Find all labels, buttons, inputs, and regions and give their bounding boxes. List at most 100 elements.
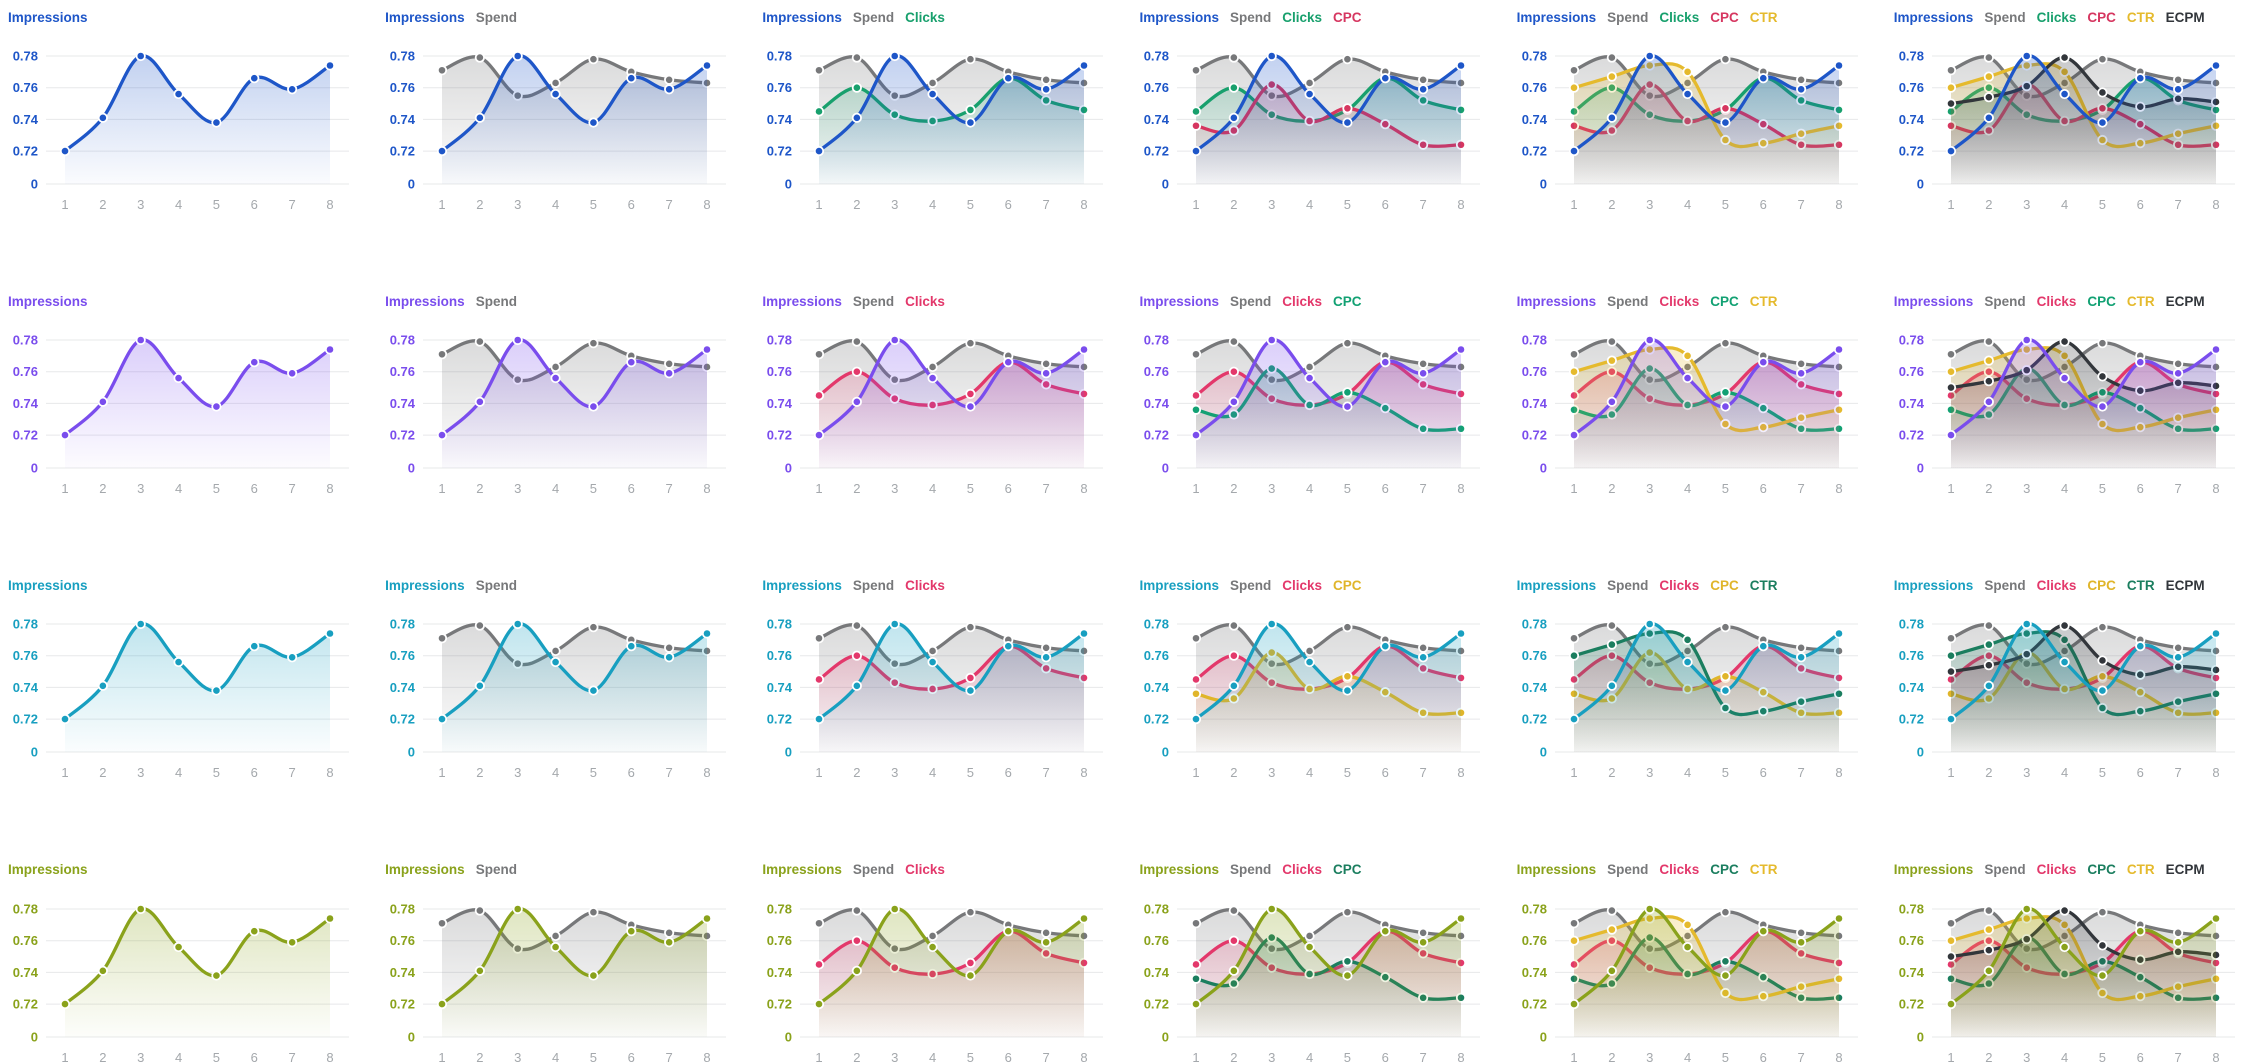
- legend-item-impressions[interactable]: Impressions: [8, 293, 88, 309]
- legend-item-impressions[interactable]: Impressions: [8, 577, 88, 593]
- legend-item-impressions[interactable]: Impressions: [1139, 293, 1219, 309]
- legend-item-clicks[interactable]: Clicks: [905, 862, 945, 878]
- legend-item-clicks[interactable]: Clicks: [1282, 293, 1323, 309]
- legend-item-spend[interactable]: Spend: [1984, 577, 2026, 593]
- legend-item-ctr[interactable]: CTR: [1749, 577, 1778, 593]
- legend-item-clicks[interactable]: Clicks: [2036, 9, 2077, 25]
- legend-item-spend[interactable]: Spend: [475, 293, 517, 309]
- legend-item-impressions[interactable]: Impressions: [1139, 577, 1219, 593]
- line-chart-plot: 0.78 0.76 0.74 0.72 0 1 2 3 4 5 6 7 8: [1521, 901, 1858, 1063]
- legend-item-impressions[interactable]: Impressions: [1893, 9, 1974, 25]
- legend-item-ctr[interactable]: CTR: [1749, 9, 1778, 25]
- legend-item-impressions[interactable]: Impressions: [1516, 862, 1597, 878]
- legend-item-spend[interactable]: Spend: [1607, 9, 1649, 25]
- legend-item-spend[interactable]: Spend: [1607, 862, 1649, 878]
- x-tick-label: 3: [137, 481, 144, 496]
- legend-item-clicks[interactable]: Clicks: [905, 9, 945, 25]
- legend-item-ctr[interactable]: CTR: [2126, 293, 2155, 309]
- legend-item-spend[interactable]: Spend: [1607, 577, 1649, 593]
- legend-item-impressions[interactable]: Impressions: [1139, 9, 1219, 25]
- legend-item-ctr[interactable]: CTR: [2126, 862, 2155, 878]
- legend-item-clicks[interactable]: Clicks: [1282, 862, 1323, 878]
- legend-item-ecpm[interactable]: ECPM: [2165, 9, 2205, 25]
- legend-item-cpc[interactable]: CPC: [2087, 577, 2116, 593]
- legend-item-impressions[interactable]: Impressions: [762, 293, 842, 309]
- legend-item-impressions[interactable]: Impressions: [385, 293, 465, 309]
- legend-item-spend[interactable]: Spend: [1984, 293, 2026, 309]
- legend-item-clicks[interactable]: Clicks: [905, 293, 945, 309]
- legend-item-spend[interactable]: Spend: [475, 9, 517, 25]
- legend-item-impressions[interactable]: Impressions: [1139, 862, 1219, 878]
- y-tick-label: 0: [31, 745, 38, 760]
- legend-item-clicks[interactable]: Clicks: [1659, 9, 1700, 25]
- legend-item-spend[interactable]: Spend: [1984, 9, 2026, 25]
- y-tick-label: 0.74: [767, 396, 793, 411]
- x-tick-label: 6: [628, 197, 635, 212]
- legend-item-impressions[interactable]: Impressions: [385, 577, 465, 593]
- legend-item-impressions[interactable]: Impressions: [8, 9, 88, 25]
- legend-item-cpc[interactable]: CPC: [1333, 293, 1362, 309]
- legend-item-cpc[interactable]: CPC: [2087, 9, 2116, 25]
- legend-item-impressions[interactable]: Impressions: [1516, 577, 1597, 593]
- legend-item-ctr[interactable]: CTR: [1749, 293, 1778, 309]
- y-tick-label: 0: [1162, 745, 1169, 760]
- legend-item-impressions[interactable]: Impressions: [1893, 293, 1974, 309]
- legend-item-impressions[interactable]: Impressions: [1893, 862, 1974, 878]
- legend-item-impressions[interactable]: Impressions: [385, 862, 465, 878]
- legend-item-spend[interactable]: Spend: [852, 862, 895, 878]
- legend-item-spend[interactable]: Spend: [1230, 862, 1272, 878]
- x-tick-label: 1: [61, 765, 68, 780]
- chart-cell-row1-col1: Impressions 0.78 0.76 0.74 0.72 0 1 2 3 4 5 6 7 8: [0, 0, 377, 284]
- legend-item-spend[interactable]: Spend: [475, 577, 517, 593]
- legend-item-clicks[interactable]: Clicks: [1659, 862, 1700, 878]
- legend-item-clicks[interactable]: Clicks: [2036, 577, 2077, 593]
- legend-item-impressions[interactable]: Impressions: [1893, 577, 1974, 593]
- legend-item-ctr[interactable]: CTR: [2126, 577, 2155, 593]
- legend-item-spend[interactable]: Spend: [852, 293, 895, 309]
- legend-item-cpc[interactable]: CPC: [1333, 862, 1362, 878]
- x-tick-label: 3: [1269, 765, 1276, 780]
- x-tick-label: 3: [1269, 197, 1276, 212]
- legend-item-impressions[interactable]: Impressions: [762, 862, 842, 878]
- legend-item-cpc[interactable]: CPC: [2087, 293, 2116, 309]
- legend-item-ctr[interactable]: CTR: [1749, 862, 1778, 878]
- legend-item-clicks[interactable]: Clicks: [1659, 293, 1700, 309]
- legend-item-impressions[interactable]: Impressions: [1516, 9, 1597, 25]
- legend-item-cpc[interactable]: CPC: [1710, 577, 1739, 593]
- legend-item-spend[interactable]: Spend: [852, 9, 895, 25]
- series-impressions: [437, 619, 713, 753]
- legend-item-spend[interactable]: Spend: [475, 862, 517, 878]
- legend-item-clicks[interactable]: Clicks: [905, 577, 945, 593]
- x-tick-label: 2: [99, 1050, 106, 1063]
- y-tick-label: 0.78: [390, 49, 415, 64]
- legend-item-spend[interactable]: Spend: [852, 577, 895, 593]
- legend-item-cpc[interactable]: CPC: [1710, 9, 1739, 25]
- legend-item-clicks[interactable]: Clicks: [1282, 9, 1323, 25]
- legend-item-cpc[interactable]: CPC: [1710, 293, 1739, 309]
- legend-item-spend[interactable]: Spend: [1230, 293, 1272, 309]
- legend-item-impressions[interactable]: Impressions: [385, 9, 465, 25]
- legend-item-impressions[interactable]: Impressions: [762, 9, 842, 25]
- legend-item-spend[interactable]: Spend: [1984, 862, 2026, 878]
- legend-item-ecpm[interactable]: ECPM: [2165, 293, 2205, 309]
- legend-item-ecpm[interactable]: ECPM: [2165, 577, 2205, 593]
- legend-item-impressions[interactable]: Impressions: [8, 862, 88, 878]
- x-tick-label: 5: [967, 197, 974, 212]
- legend-item-cpc[interactable]: CPC: [2087, 862, 2116, 878]
- legend-item-ecpm[interactable]: ECPM: [2165, 862, 2205, 878]
- legend-item-clicks[interactable]: Clicks: [1282, 577, 1323, 593]
- legend-item-spend[interactable]: Spend: [1230, 9, 1272, 25]
- legend-item-clicks[interactable]: Clicks: [2036, 862, 2077, 878]
- legend-item-ctr[interactable]: CTR: [2126, 9, 2155, 25]
- y-tick-label: 0.78: [13, 333, 38, 348]
- legend-item-impressions[interactable]: Impressions: [1516, 293, 1597, 309]
- legend-item-impressions[interactable]: Impressions: [762, 577, 842, 593]
- legend-item-cpc[interactable]: CPC: [1710, 862, 1739, 878]
- legend-item-clicks[interactable]: Clicks: [1659, 577, 1700, 593]
- legend-item-cpc[interactable]: CPC: [1333, 9, 1362, 25]
- legend-item-clicks[interactable]: Clicks: [2036, 293, 2077, 309]
- legend-item-spend[interactable]: Spend: [1607, 293, 1649, 309]
- legend-item-spend[interactable]: Spend: [1230, 577, 1272, 593]
- x-axis-labels: 1 2 3 4 5 6 7 8: [1193, 481, 1465, 496]
- legend-item-cpc[interactable]: CPC: [1333, 577, 1362, 593]
